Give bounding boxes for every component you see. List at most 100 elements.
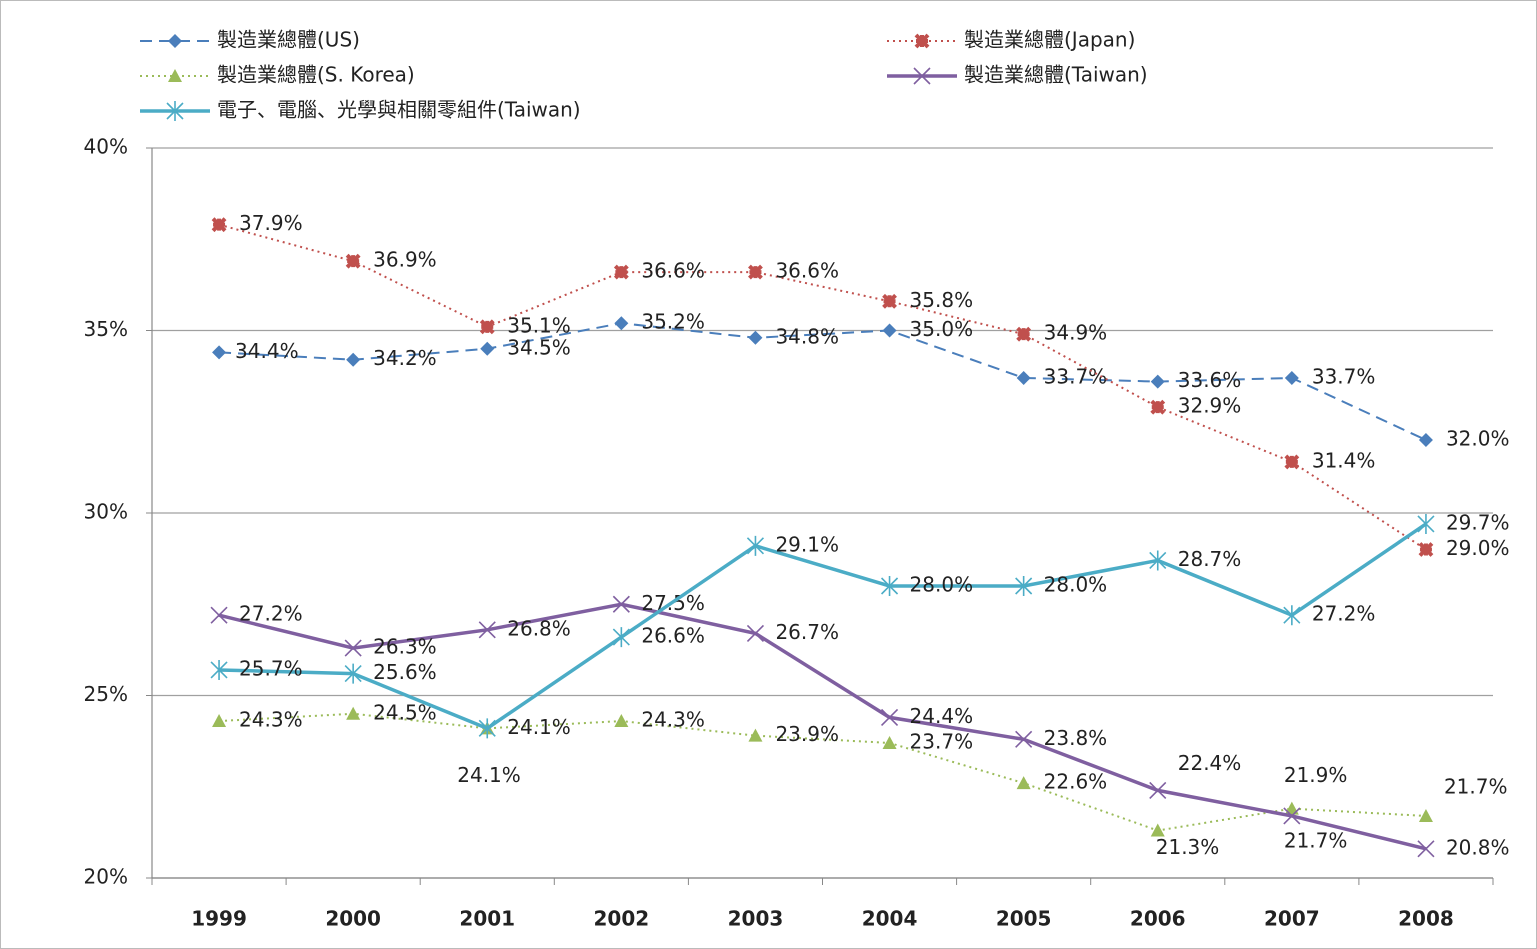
data-label: 23.8% [1044, 726, 1108, 750]
data-label: 31.4% [1312, 448, 1376, 472]
data-label: 32.9% [1178, 394, 1242, 418]
marker [1016, 776, 1031, 790]
data-label: 26.7% [775, 620, 839, 644]
marker [746, 535, 765, 556]
marker [168, 69, 182, 82]
data-label: 34.5% [507, 335, 571, 359]
legend-label: 製造業總體(S. Korea) [217, 63, 415, 87]
marker [212, 714, 227, 728]
marker [612, 627, 630, 648]
marker [1417, 513, 1435, 534]
marker [914, 33, 930, 49]
data-label: 35.1% [507, 313, 571, 337]
marker [480, 341, 495, 356]
data-label: 36.6% [775, 259, 839, 283]
data-label: 33.7% [1312, 364, 1376, 388]
data-label: 34.4% [235, 339, 299, 363]
marker [1284, 370, 1299, 385]
x-tick-label: 2008 [1398, 907, 1454, 931]
data-label: 25.6% [373, 660, 437, 684]
data-label: 37.9% [239, 211, 303, 235]
legend-entry: 製造業總體(S. Korea) [140, 63, 415, 87]
data-label: 29.7% [1446, 510, 1510, 534]
data-label: 34.9% [1044, 321, 1108, 345]
marker [478, 718, 496, 739]
marker [882, 323, 897, 338]
marker [168, 34, 182, 48]
data-label: 34.8% [775, 324, 839, 348]
marker [1016, 326, 1032, 342]
series: 37.9% 36.9% 35.1% 36.6% 36.6% 35.8% 34.9% 32.9%… [211, 211, 1509, 560]
data-label: 25.7% [239, 656, 303, 680]
data-label: 26.3% [373, 635, 437, 659]
series-line [218, 602, 1427, 851]
marker [1150, 823, 1165, 837]
legend-entry: 製造業總體(Japan) [887, 28, 1135, 52]
x-tick-label: 2004 [862, 907, 918, 931]
data-label: 29.1% [775, 532, 839, 556]
marker [614, 714, 629, 728]
legend-label: 製造業總體(Japan) [964, 28, 1135, 52]
marker [1150, 399, 1166, 415]
x-tick-label: 2007 [1264, 907, 1320, 931]
series-line [219, 522, 1427, 731]
marker [1283, 807, 1301, 825]
series: 27.2%26.3%26.8%27.5%26.7%24.4%23.8%22.4%… [210, 591, 1510, 859]
marker [479, 319, 495, 335]
data-label: 23.7% [910, 729, 974, 753]
series: 34.4% 34.2% 34.5% 35.2% 34.8% 35.0% 33.7% 33.6%… [212, 310, 1509, 451]
legend-label: 製造業總體(Taiwan) [964, 63, 1148, 87]
marker [882, 735, 897, 749]
legend-label: 電子、電腦、光學與相關零組件(Taiwan) [217, 98, 581, 122]
marker [614, 316, 629, 331]
data-label: 36.9% [373, 248, 437, 272]
marker [1150, 374, 1165, 389]
x-tick-label: 1999 [191, 907, 247, 931]
series: 25.7% 25.6% 24.1% 26.6% 29.1% 28.0% 28.0% 28.7%… [210, 510, 1510, 739]
data-label: 36.6% [641, 259, 705, 283]
data-label: 28.0% [910, 573, 974, 597]
legend-entry: 電子、電腦、光學與相關零組件(Taiwan) [140, 98, 581, 122]
series-line [218, 322, 1427, 441]
x-tick-label: 2000 [325, 907, 381, 931]
marker [1015, 576, 1033, 596]
marker [210, 659, 228, 680]
data-label: 24.3% [641, 708, 705, 732]
y-tick-label: 35% [84, 317, 128, 341]
y-tick-label: 20% [84, 865, 128, 889]
data-label: 27.2% [1312, 602, 1376, 626]
data-label: 21.3% [1156, 835, 1220, 859]
marker [1149, 781, 1167, 799]
data-label: 22.6% [1044, 770, 1108, 794]
data-label: 24.1% [507, 715, 571, 739]
data-label: 20.8% [1446, 835, 1510, 859]
marker [210, 606, 228, 624]
marker [344, 663, 362, 684]
data-label: 35.0% [910, 317, 974, 341]
legend-entry: 製造業總體(Taiwan) [887, 63, 1148, 87]
data-label: 33.6% [1178, 368, 1242, 392]
legend-label: 製造業總體(US) [217, 28, 360, 52]
marker [1016, 370, 1031, 385]
marker [212, 345, 227, 360]
x-tick-label: 2005 [996, 907, 1052, 931]
marker [478, 621, 496, 639]
data-label: 24.3% [239, 708, 303, 732]
marker [748, 264, 763, 280]
marker [1284, 454, 1300, 470]
data-label: 24.1% [457, 763, 521, 787]
marker [913, 67, 931, 85]
data-label: 26.8% [507, 616, 571, 640]
x-tick-label: 2001 [459, 907, 515, 931]
legend-entry: 製造業總體(US) [140, 28, 360, 52]
marker [345, 253, 361, 269]
data-label: 27.2% [239, 602, 303, 626]
marker [1418, 542, 1434, 557]
marker [1149, 550, 1167, 571]
x-tick-label: 2002 [594, 907, 650, 931]
data-label: 35.2% [641, 310, 705, 334]
data-label: 34.2% [373, 346, 437, 370]
data-label: 28.0% [1044, 573, 1108, 597]
data-label: 32.0% [1446, 427, 1510, 451]
